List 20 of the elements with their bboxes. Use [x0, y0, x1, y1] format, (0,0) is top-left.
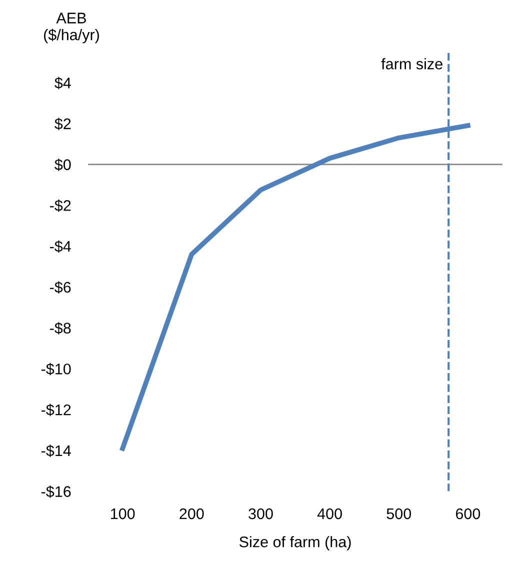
x-tick-label: 500	[386, 508, 412, 520]
x-tick-label: 400	[317, 508, 342, 520]
y-axis-title: AEB ($/ha/yr)	[44, 12, 99, 44]
y-tick-label: -$8	[50, 322, 71, 334]
x-tick-label: 100	[111, 508, 135, 520]
y-tick-label: -$14	[41, 444, 71, 458]
y-tick-label: $0	[54, 158, 71, 171]
y-tick-label: -$2	[50, 199, 71, 212]
x-axis-title: Size of farm (ha)	[240, 536, 351, 550]
y-tick-label: -$4	[50, 240, 71, 253]
x-tick-label: 600	[456, 508, 480, 520]
ref-line-label: farm size	[381, 58, 442, 70]
y-tick-label: -$12	[41, 404, 71, 416]
y-tick-label: $4	[54, 76, 71, 90]
x-tick-label: 200	[180, 508, 204, 520]
y-tick-label: -$6	[50, 281, 71, 294]
x-tick-label: 300	[248, 508, 273, 520]
y-tick-label: -$10	[41, 362, 71, 376]
y-tick-label: $2	[54, 118, 71, 130]
y-tick-label: -$16	[41, 486, 71, 498]
